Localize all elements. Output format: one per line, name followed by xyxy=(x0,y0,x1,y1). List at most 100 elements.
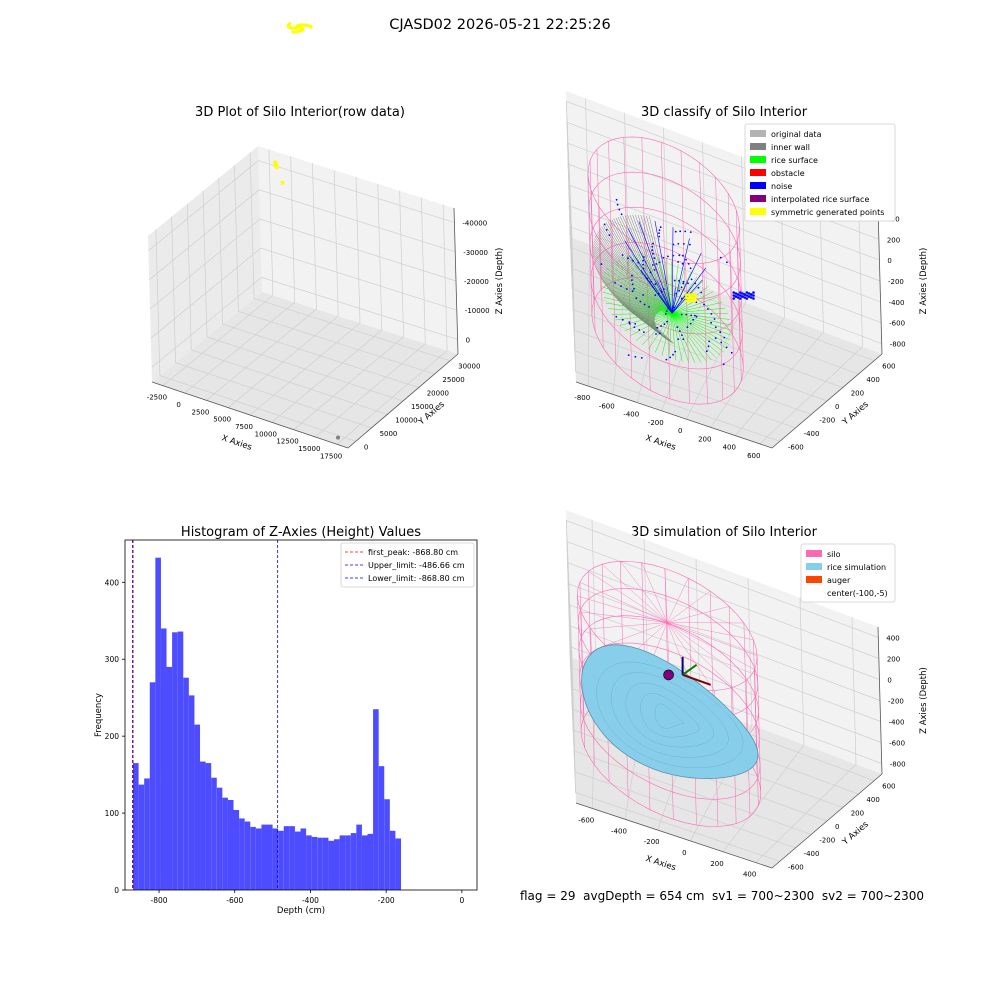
panel2-noise-point xyxy=(621,254,624,256)
panel2-rice-surface xyxy=(671,313,725,353)
panel3-bar xyxy=(384,799,390,890)
panel2-noise-point xyxy=(710,321,712,324)
panel2-xgrid xyxy=(585,98,590,387)
panel3-xlabel: Depth (cm) xyxy=(277,906,325,916)
panel4-y-tick-label: -600 xyxy=(788,863,804,871)
panel2-noise-point xyxy=(684,230,687,233)
panel4-zlabel: Z Axies (Depth) xyxy=(919,667,929,734)
panel2-rice-surface xyxy=(664,258,673,314)
panel2-legend-swatch xyxy=(750,195,766,202)
panel2-legend-label: symmetric generated points xyxy=(771,208,884,217)
panel2-noise-point xyxy=(635,297,638,300)
panel2-inner-wall xyxy=(602,225,658,314)
panel2-legend-swatch xyxy=(750,130,766,137)
panel2-silo-rib xyxy=(596,149,602,290)
panel2-z-tick-label: -600 xyxy=(889,320,905,328)
panel3-frame xyxy=(124,539,478,891)
panel4-y-axis-line xyxy=(771,773,883,869)
panel2-x-tick-label: 400 xyxy=(723,444,736,452)
panel2-noise-streak xyxy=(654,220,673,314)
panel2-z-tick-label: -400 xyxy=(889,299,905,307)
panel2-silo-rib xyxy=(587,174,593,316)
panel4-z-tick-label: -400 xyxy=(889,719,905,727)
panel2-x-tick-label: -400 xyxy=(623,411,639,419)
panel2-silo-rib xyxy=(737,239,742,381)
panel2-legend-swatch xyxy=(750,143,766,150)
panel1-y-tick-label: 0 xyxy=(364,443,368,451)
panel2-noise-point xyxy=(631,274,633,277)
panel2-noise-point xyxy=(734,295,738,298)
panel3-bar xyxy=(395,838,401,890)
panel2-z-tick-label: -200 xyxy=(888,278,904,286)
panel1-ygrid xyxy=(234,165,435,375)
panel1-xgrid xyxy=(315,197,426,438)
panel1-x-tick-label: 17500 xyxy=(320,452,342,460)
panel2-noise-point xyxy=(663,323,666,325)
panel2-noise-point xyxy=(628,321,631,324)
panel1-point xyxy=(288,25,292,29)
panel2-noise-streak xyxy=(671,287,676,314)
panel4-silo-roof xyxy=(664,568,668,623)
panel3-bar xyxy=(183,677,189,890)
panel2-noise-point xyxy=(706,350,708,353)
panel4-y-tick-label: -400 xyxy=(804,850,820,858)
panel2-rice-surface xyxy=(671,313,721,356)
panel1-zgrid xyxy=(148,189,456,281)
panel1-z-tick-label: -40000 xyxy=(462,220,487,228)
panel3-xtick-label: -600 xyxy=(226,896,243,905)
panel2-noise-point xyxy=(659,226,662,229)
panel2-noise-point xyxy=(672,353,674,356)
panel4-silo-roof xyxy=(667,578,689,623)
panel2-noise-point xyxy=(739,291,742,294)
panel2-noise-point xyxy=(722,363,725,366)
panel1-pane-floor xyxy=(152,292,458,448)
panel4-z-tick-label: 200 xyxy=(887,656,900,664)
panel3-bar xyxy=(177,631,184,890)
panel2-ylabel: Y Axies xyxy=(840,399,871,428)
panel3-bar xyxy=(188,695,195,890)
panel4-xgrid xyxy=(755,617,857,863)
panel1-xlabel: X Axies xyxy=(220,433,253,453)
panel2-noise-point xyxy=(745,291,749,294)
panel2-inner-wall xyxy=(605,222,659,313)
panel2-noise-point xyxy=(720,341,723,344)
panel2-noise-point xyxy=(685,258,687,261)
panel3-bar xyxy=(378,766,385,890)
panel2-noise-point xyxy=(687,282,689,285)
panel2-rice-surface xyxy=(657,256,673,314)
panel2-noise-point xyxy=(648,306,650,308)
panel2-rice-surface xyxy=(655,313,673,353)
panel2-noise-point xyxy=(689,267,692,270)
panel2-inner-wall xyxy=(610,292,661,334)
panel2-noise-point xyxy=(627,354,630,356)
panel2-noise-point xyxy=(676,326,679,328)
panel2-noise-point xyxy=(656,326,659,329)
panel2-noise-point xyxy=(653,257,656,259)
panel2-noise-point xyxy=(674,350,677,353)
panel1-zgrid xyxy=(148,160,455,251)
panel1-zgrid xyxy=(150,247,457,339)
panel4-x-tick-label: 400 xyxy=(743,871,756,879)
panel2-noise-point xyxy=(633,326,636,328)
panel2-rice-surface xyxy=(672,302,722,314)
panel1-title: 3D Plot of Silo Interior(row data) xyxy=(195,105,405,120)
panel2-silo-rib xyxy=(703,263,708,404)
panel2-inner-wall xyxy=(592,244,656,319)
panel4-rice-mesh xyxy=(640,693,700,738)
panel4-rice-mesh xyxy=(654,703,685,729)
panel4-silo-roof xyxy=(667,590,711,623)
panel3-bar xyxy=(166,666,173,890)
panel3-legend-label: Upper_limit: -486.66 cm xyxy=(368,561,465,570)
panel2-noise-point xyxy=(660,325,662,327)
panel2-inner-wall xyxy=(656,327,675,344)
panel2-rice-surface xyxy=(635,313,673,341)
panel2-noise-point xyxy=(616,203,619,206)
panel2-noise-point xyxy=(697,286,700,289)
panel2-noise-point xyxy=(719,256,722,259)
panel4-z-tick-label: 400 xyxy=(886,635,899,643)
panel2-rice-surface xyxy=(611,313,673,315)
panel3-bar xyxy=(283,826,290,890)
panel2-noise-point xyxy=(658,232,660,235)
panel2-xgrid xyxy=(661,142,707,412)
